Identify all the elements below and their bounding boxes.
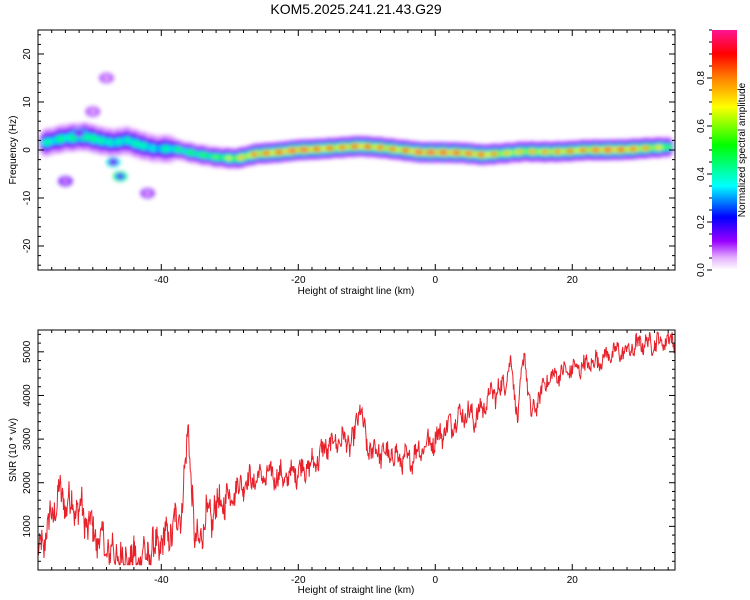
spectrogram-blob	[110, 159, 117, 165]
x-tick-label: 0	[432, 575, 438, 586]
x-tick-label: 0	[432, 275, 438, 286]
snr-frame	[37, 329, 676, 571]
y-tick-label: 3000	[22, 428, 33, 451]
colorbar-tick-label: 0.2	[696, 215, 707, 229]
y-tick-label: 1000	[22, 515, 33, 538]
colorbar-ticks: 0.0 0.2 0.4 0.6 0.8	[696, 29, 712, 277]
y-tick-label: 20	[22, 48, 33, 60]
x-tick-label: -40	[154, 575, 169, 586]
y-tick-label: 5000	[22, 340, 33, 363]
spectrogram-image	[39, 73, 674, 199]
spectrogram-x-label: Height of straight line (km)	[298, 286, 415, 297]
y-tick-label: 10	[22, 96, 33, 108]
colorbar: 0.0 0.2 0.4 0.6 0.8 Normalized spectral ampl…	[696, 29, 748, 277]
colorbar-tick-label: 0.8	[696, 71, 707, 85]
spectrogram-cell	[665, 145, 672, 149]
y-tick-label: 0	[22, 147, 33, 153]
colorbar-tick-label: 0.0	[696, 263, 707, 277]
y-tick-label: -10	[22, 190, 33, 205]
colorbar-tick-label: 0.6	[696, 119, 707, 133]
snr-y-label: SNR (10 * v/v)	[8, 418, 19, 482]
spectrogram-panel: -40 -20 0 20 20 10 0 -10 -20 Height of straight …	[8, 29, 676, 297]
figure-title: KOM5.2025.241.21.43.G29	[270, 1, 441, 17]
spectrogram-blob	[117, 174, 124, 179]
snr-series-line	[38, 331, 675, 566]
snr-panel: -40 -20 0 20 1000 2000 3000 4000 5000 Height of …	[8, 329, 676, 596]
spectrogram-blob	[62, 178, 69, 184]
x-tick-label: -40	[154, 275, 169, 286]
x-tick-label: 20	[567, 275, 579, 286]
spectrogram-y-label: Frequency (Hz)	[8, 116, 19, 185]
spectrogram-blob	[103, 75, 110, 81]
x-tick-label: -20	[291, 575, 306, 586]
spectrogram-ticks: -40 -20 0 20 20 10 0 -10 -20	[22, 30, 675, 286]
spectrogram-blob	[76, 130, 83, 136]
colorbar-gradient	[712, 30, 737, 270]
y-tick-label: -20	[22, 238, 33, 253]
spectrogram-blob	[89, 109, 96, 114]
colorbar-label: Normalized spectral amplitude	[737, 82, 748, 217]
x-tick-label: -20	[291, 275, 306, 286]
spectrogram-blob	[144, 190, 151, 196]
y-tick-label: 4000	[22, 384, 33, 407]
x-tick-label: 20	[567, 575, 579, 586]
colorbar-tick-label: 0.4	[696, 167, 707, 181]
snr-x-label: Height of straight line (km)	[298, 585, 415, 596]
y-tick-label: 2000	[22, 471, 33, 494]
snr-ticks: -40 -20 0 20 1000 2000 3000 4000 5000	[22, 330, 675, 586]
